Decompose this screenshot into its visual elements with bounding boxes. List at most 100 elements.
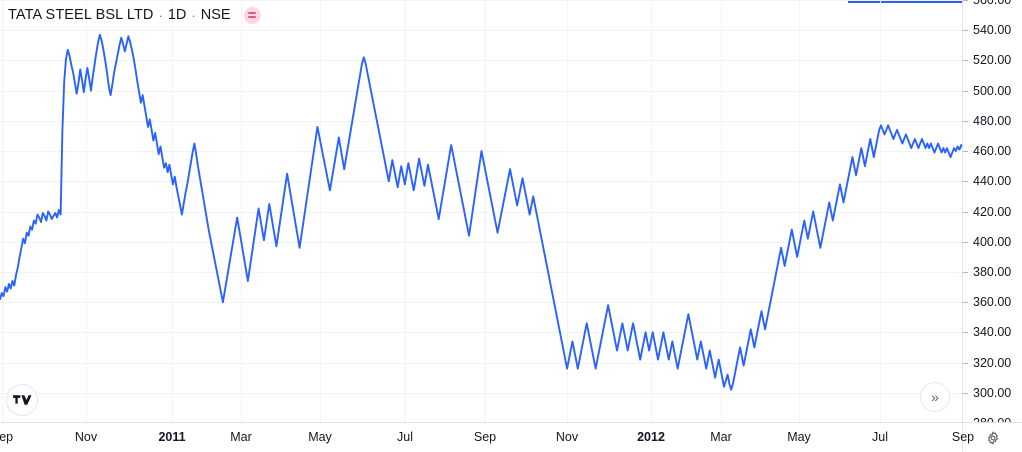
price-tick-label: 480.00 — [973, 113, 1012, 128]
scroll-to-realtime-button[interactable]: » — [920, 382, 950, 412]
chart-plot-area[interactable] — [0, 0, 963, 423]
time-tick-label: Mar — [710, 430, 732, 444]
price-tick: 420.00 — [963, 205, 1022, 219]
legend-separator-1: · — [158, 7, 163, 23]
gridline-horizontal — [0, 30, 963, 32]
symbol-legend[interactable]: TATA STEEL BSL LTD · 1D · NSE — [8, 5, 261, 25]
price-tick-dash — [963, 120, 968, 122]
price-line-path — [0, 33, 963, 391]
price-tick-dash — [963, 211, 968, 213]
time-tick-label: 2012 — [637, 430, 665, 444]
scroll-to-realtime-label: » — [931, 389, 939, 405]
price-tick: 500.00 — [963, 84, 1022, 98]
time-tick-label: Jul — [397, 430, 413, 444]
gridline-horizontal — [0, 0, 963, 1]
price-tick-label: 340.00 — [973, 325, 1012, 340]
price-tick-label: 460.00 — [973, 144, 1012, 159]
price-tick-label: 360.00 — [973, 295, 1012, 310]
time-tick-label: May — [308, 430, 332, 444]
price-tick-label: 380.00 — [973, 264, 1012, 279]
gridline-vertical — [567, 0, 568, 423]
price-tick-dash — [963, 392, 968, 394]
price-tick-label: 540.00 — [973, 23, 1012, 38]
price-tick: 380.00 — [963, 265, 1022, 279]
gridline-horizontal — [0, 181, 963, 183]
price-tick-dash — [963, 181, 968, 183]
price-tick: 320.00 — [963, 356, 1022, 370]
price-line-series — [0, 33, 963, 391]
price-tick-label: 500.00 — [973, 83, 1012, 98]
tv-glyph-icon — [12, 394, 31, 405]
price-tick-dash — [963, 332, 968, 334]
price-tick-dash — [963, 302, 968, 304]
time-tick-label: Mar — [230, 430, 252, 444]
time-tick-label: Nov — [74, 430, 98, 444]
gridline-vertical — [880, 0, 881, 423]
price-tick-dash — [963, 271, 968, 273]
top-progress-strip — [848, 0, 969, 3]
exchange-label[interactable]: NSE — [200, 7, 231, 23]
gridline-vertical — [241, 0, 242, 423]
price-tick-dash — [963, 90, 968, 92]
price-tick-dash — [963, 362, 968, 364]
gridline-horizontal — [0, 392, 963, 394]
gridline-horizontal — [0, 120, 963, 122]
time-tick-label: Jul — [872, 430, 888, 444]
time-tick-label: Sep — [951, 430, 975, 444]
price-tick-label: 400.00 — [973, 234, 1012, 249]
gridline-horizontal — [0, 90, 963, 92]
price-axis[interactable]: 560.00 540.00 520.00 500.00 480.00 460.00 440.… — [962, 0, 1022, 430]
price-tick: 560.00 — [963, 0, 1022, 7]
price-tick: 300.00 — [963, 386, 1022, 400]
time-tick-label: Sep — [473, 430, 497, 444]
time-tick-label: May — [787, 430, 811, 444]
price-tick: 480.00 — [963, 114, 1022, 128]
gridline-vertical — [485, 0, 486, 423]
price-tick-dash — [963, 60, 968, 62]
price-tick: 540.00 — [963, 23, 1022, 37]
price-tick-dash — [963, 30, 968, 32]
time-axis[interactable]: Sep Nov 2011 Mar May Jul Sep Nov 2012 Mar May Jul Se… — [0, 422, 1022, 452]
price-tick-dash — [963, 0, 968, 1]
price-tick-dash — [963, 241, 968, 243]
price-tick-label: 560.00 — [973, 0, 1012, 7]
gridline-vertical — [172, 0, 173, 423]
chart-settings-button[interactable] — [962, 423, 1022, 452]
time-tick-label: Sep — [0, 430, 14, 444]
time-tick-label: Nov — [555, 430, 579, 444]
gridline-vertical — [799, 0, 800, 423]
price-tick: 440.00 — [963, 174, 1022, 188]
price-tick: 340.00 — [963, 325, 1022, 339]
gridline-vertical — [651, 0, 652, 423]
gridline-horizontal — [0, 60, 963, 62]
price-tick: 460.00 — [963, 144, 1022, 158]
price-tick-label: 320.00 — [973, 355, 1012, 370]
symbol-name[interactable]: TATA STEEL BSL LTD — [8, 7, 154, 23]
price-tick: 520.00 — [963, 53, 1022, 67]
gridline-horizontal — [0, 211, 963, 213]
gridline-vertical — [721, 0, 722, 423]
gridline-horizontal — [0, 302, 963, 304]
gridline-horizontal — [0, 271, 963, 273]
price-tick-dash — [963, 151, 968, 153]
gridline-vertical — [86, 0, 87, 423]
legend-separator-2: · — [191, 7, 196, 23]
gridline-horizontal — [0, 241, 963, 243]
gridline-vertical — [2, 0, 3, 423]
tradingview-logo-icon[interactable] — [6, 384, 38, 416]
interval-label[interactable]: 1D — [167, 7, 187, 23]
time-tick-label: 2011 — [158, 430, 186, 444]
price-tick-label: 440.00 — [973, 174, 1012, 189]
gridline-vertical — [320, 0, 321, 423]
price-tick-label: 300.00 — [973, 385, 1012, 400]
price-tick: 400.00 — [963, 235, 1022, 249]
price-tick-label: 420.00 — [973, 204, 1012, 219]
gridline-vertical — [405, 0, 406, 423]
gridline-horizontal — [0, 332, 963, 334]
gridline-horizontal — [0, 362, 963, 364]
gear-icon — [987, 431, 998, 444]
price-tick-label: 520.00 — [973, 53, 1012, 68]
equals-badge-icon[interactable] — [243, 6, 261, 24]
price-tick: 360.00 — [963, 295, 1022, 309]
